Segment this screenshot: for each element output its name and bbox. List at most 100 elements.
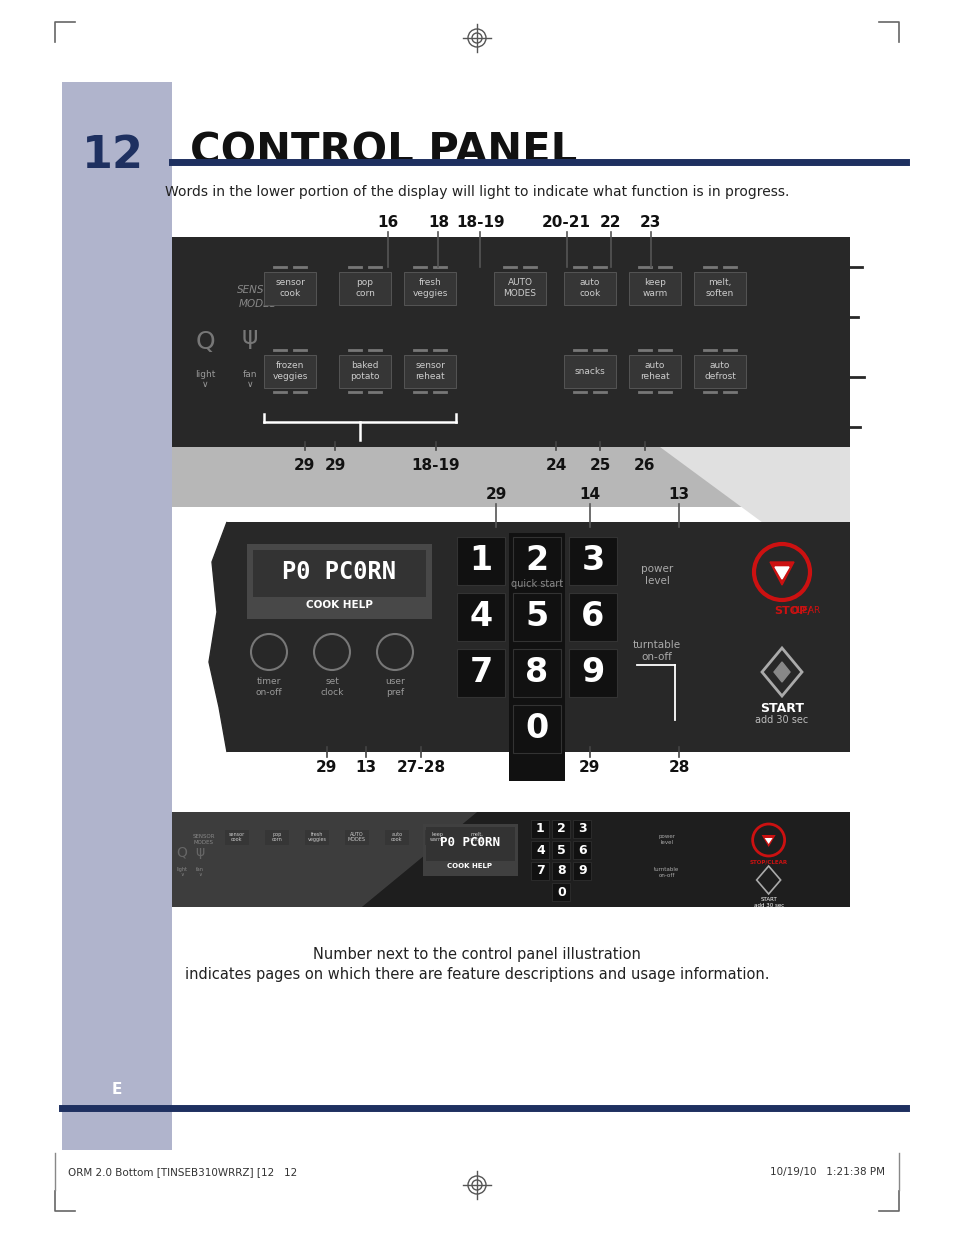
Text: keep
warm: keep warm [641, 279, 667, 297]
Text: melt,
soften: melt, soften [469, 832, 484, 842]
Text: 22: 22 [599, 215, 620, 231]
Polygon shape [774, 567, 788, 580]
Text: 24: 24 [545, 457, 566, 473]
Bar [464, 830, 489, 845]
Text: timer
on-off: timer on-off [255, 677, 282, 697]
Text: 2: 2 [557, 822, 565, 836]
Polygon shape [769, 562, 793, 584]
Bar [253, 550, 426, 597]
Text: ORM 2.0 Bottom [TINSEB310WRRZ] [12   12: ORM 2.0 Bottom [TINSEB310WRRZ] [12 12 [68, 1166, 297, 1178]
Text: auto
reheat: auto reheat [639, 361, 669, 381]
Text: 16: 16 [376, 215, 397, 231]
Text: auto
cook: auto cook [578, 279, 600, 297]
Bar [573, 841, 591, 859]
Text: 4: 4 [469, 600, 492, 634]
Text: light
∨: light ∨ [176, 867, 188, 878]
Text: 12: 12 [82, 133, 144, 176]
Text: 29: 29 [324, 457, 346, 473]
Bar [552, 820, 570, 838]
Text: 1: 1 [469, 545, 492, 577]
Bar [513, 538, 560, 584]
Text: 13: 13 [355, 760, 376, 776]
Bar [573, 862, 591, 880]
Text: turntable
on-off: turntable on-off [632, 640, 680, 662]
Bar [531, 841, 549, 859]
Text: fan
∨: fan ∨ [242, 370, 257, 390]
Text: sensor
reheat: sensor reheat [415, 361, 444, 381]
Text: COOK HELP: COOK HELP [305, 600, 372, 610]
Text: 8: 8 [557, 864, 565, 878]
Text: 6: 6 [578, 843, 586, 857]
Text: 20-21: 20-21 [541, 215, 591, 231]
Text: SENSOR
MODES: SENSOR MODES [193, 834, 215, 845]
Bar [422, 824, 517, 875]
Bar [552, 883, 570, 901]
Text: quick start: quick start [511, 580, 562, 589]
Polygon shape [764, 838, 772, 845]
Bar [628, 272, 680, 305]
Text: 23: 23 [639, 215, 660, 231]
Text: indicates pages on which there are feature descriptions and usage information.: indicates pages on which there are featu… [185, 967, 768, 981]
Text: COOK HELP: COOK HELP [447, 863, 492, 869]
Text: 9: 9 [578, 864, 586, 878]
Bar [693, 355, 745, 388]
Text: ψ: ψ [241, 326, 258, 349]
Bar [568, 538, 617, 584]
Text: Number next to the control panel illustration: Number next to the control panel illustr… [313, 947, 640, 962]
Text: AUTO
MODES: AUTO MODES [503, 279, 536, 297]
Text: ψ: ψ [195, 845, 204, 859]
Text: 27-28: 27-28 [395, 760, 445, 776]
Bar [338, 272, 391, 305]
Text: 29: 29 [294, 457, 315, 473]
Text: 18: 18 [428, 215, 449, 231]
Text: START: START [760, 702, 803, 715]
Text: 10/19/10   1:21:38 PM: 10/19/10 1:21:38 PM [769, 1166, 884, 1178]
Text: 3: 3 [578, 822, 586, 836]
Text: 29: 29 [485, 487, 506, 502]
Bar [227, 522, 849, 752]
Text: fresh
veggies: fresh veggies [307, 832, 326, 842]
Text: 26: 26 [633, 457, 655, 473]
Bar [338, 355, 391, 388]
Bar [552, 862, 570, 880]
Polygon shape [760, 835, 775, 847]
Text: 6: 6 [580, 600, 604, 634]
Bar [345, 830, 369, 845]
Bar [513, 593, 560, 641]
Text: STOP/CLEAR: STOP/CLEAR [749, 859, 787, 866]
Polygon shape [773, 662, 789, 682]
Bar [264, 272, 315, 305]
Text: 0: 0 [557, 885, 565, 899]
Text: CLEAR: CLEAR [791, 605, 821, 615]
Text: pop
corn: pop corn [355, 279, 375, 297]
Text: 0: 0 [525, 713, 548, 746]
Polygon shape [659, 448, 849, 587]
Text: AUTO
MODES: AUTO MODES [348, 832, 366, 842]
Text: Words in the lower portion of the display will light to indicate what function i: Words in the lower portion of the displa… [165, 185, 788, 199]
Bar [424, 830, 449, 845]
Text: sensor
cook: sensor cook [229, 832, 245, 842]
Text: 7: 7 [536, 864, 544, 878]
Text: sensor
cook: sensor cook [274, 279, 305, 297]
Text: auto
defrost: auto defrost [703, 361, 735, 381]
Bar [563, 355, 616, 388]
Text: fan
∨: fan ∨ [196, 867, 204, 878]
Bar [172, 237, 849, 448]
Text: 1: 1 [536, 822, 544, 836]
Text: 9: 9 [580, 656, 604, 689]
Bar [403, 272, 456, 305]
Text: SENSOR
MODES: SENSOR MODES [236, 285, 279, 308]
Bar [568, 649, 617, 697]
Text: add 30 sec: add 30 sec [755, 715, 808, 725]
Text: 5: 5 [557, 843, 565, 857]
Bar [456, 538, 504, 584]
Bar [62, 83, 172, 1150]
Text: pop
corn: pop corn [272, 832, 282, 842]
Text: melt,
soften: melt, soften [705, 279, 734, 297]
Text: power
level: power level [658, 834, 675, 845]
Text: 14: 14 [578, 487, 599, 502]
Polygon shape [172, 813, 476, 907]
Text: 4: 4 [536, 843, 544, 857]
Bar [509, 533, 564, 780]
Bar [563, 272, 616, 305]
